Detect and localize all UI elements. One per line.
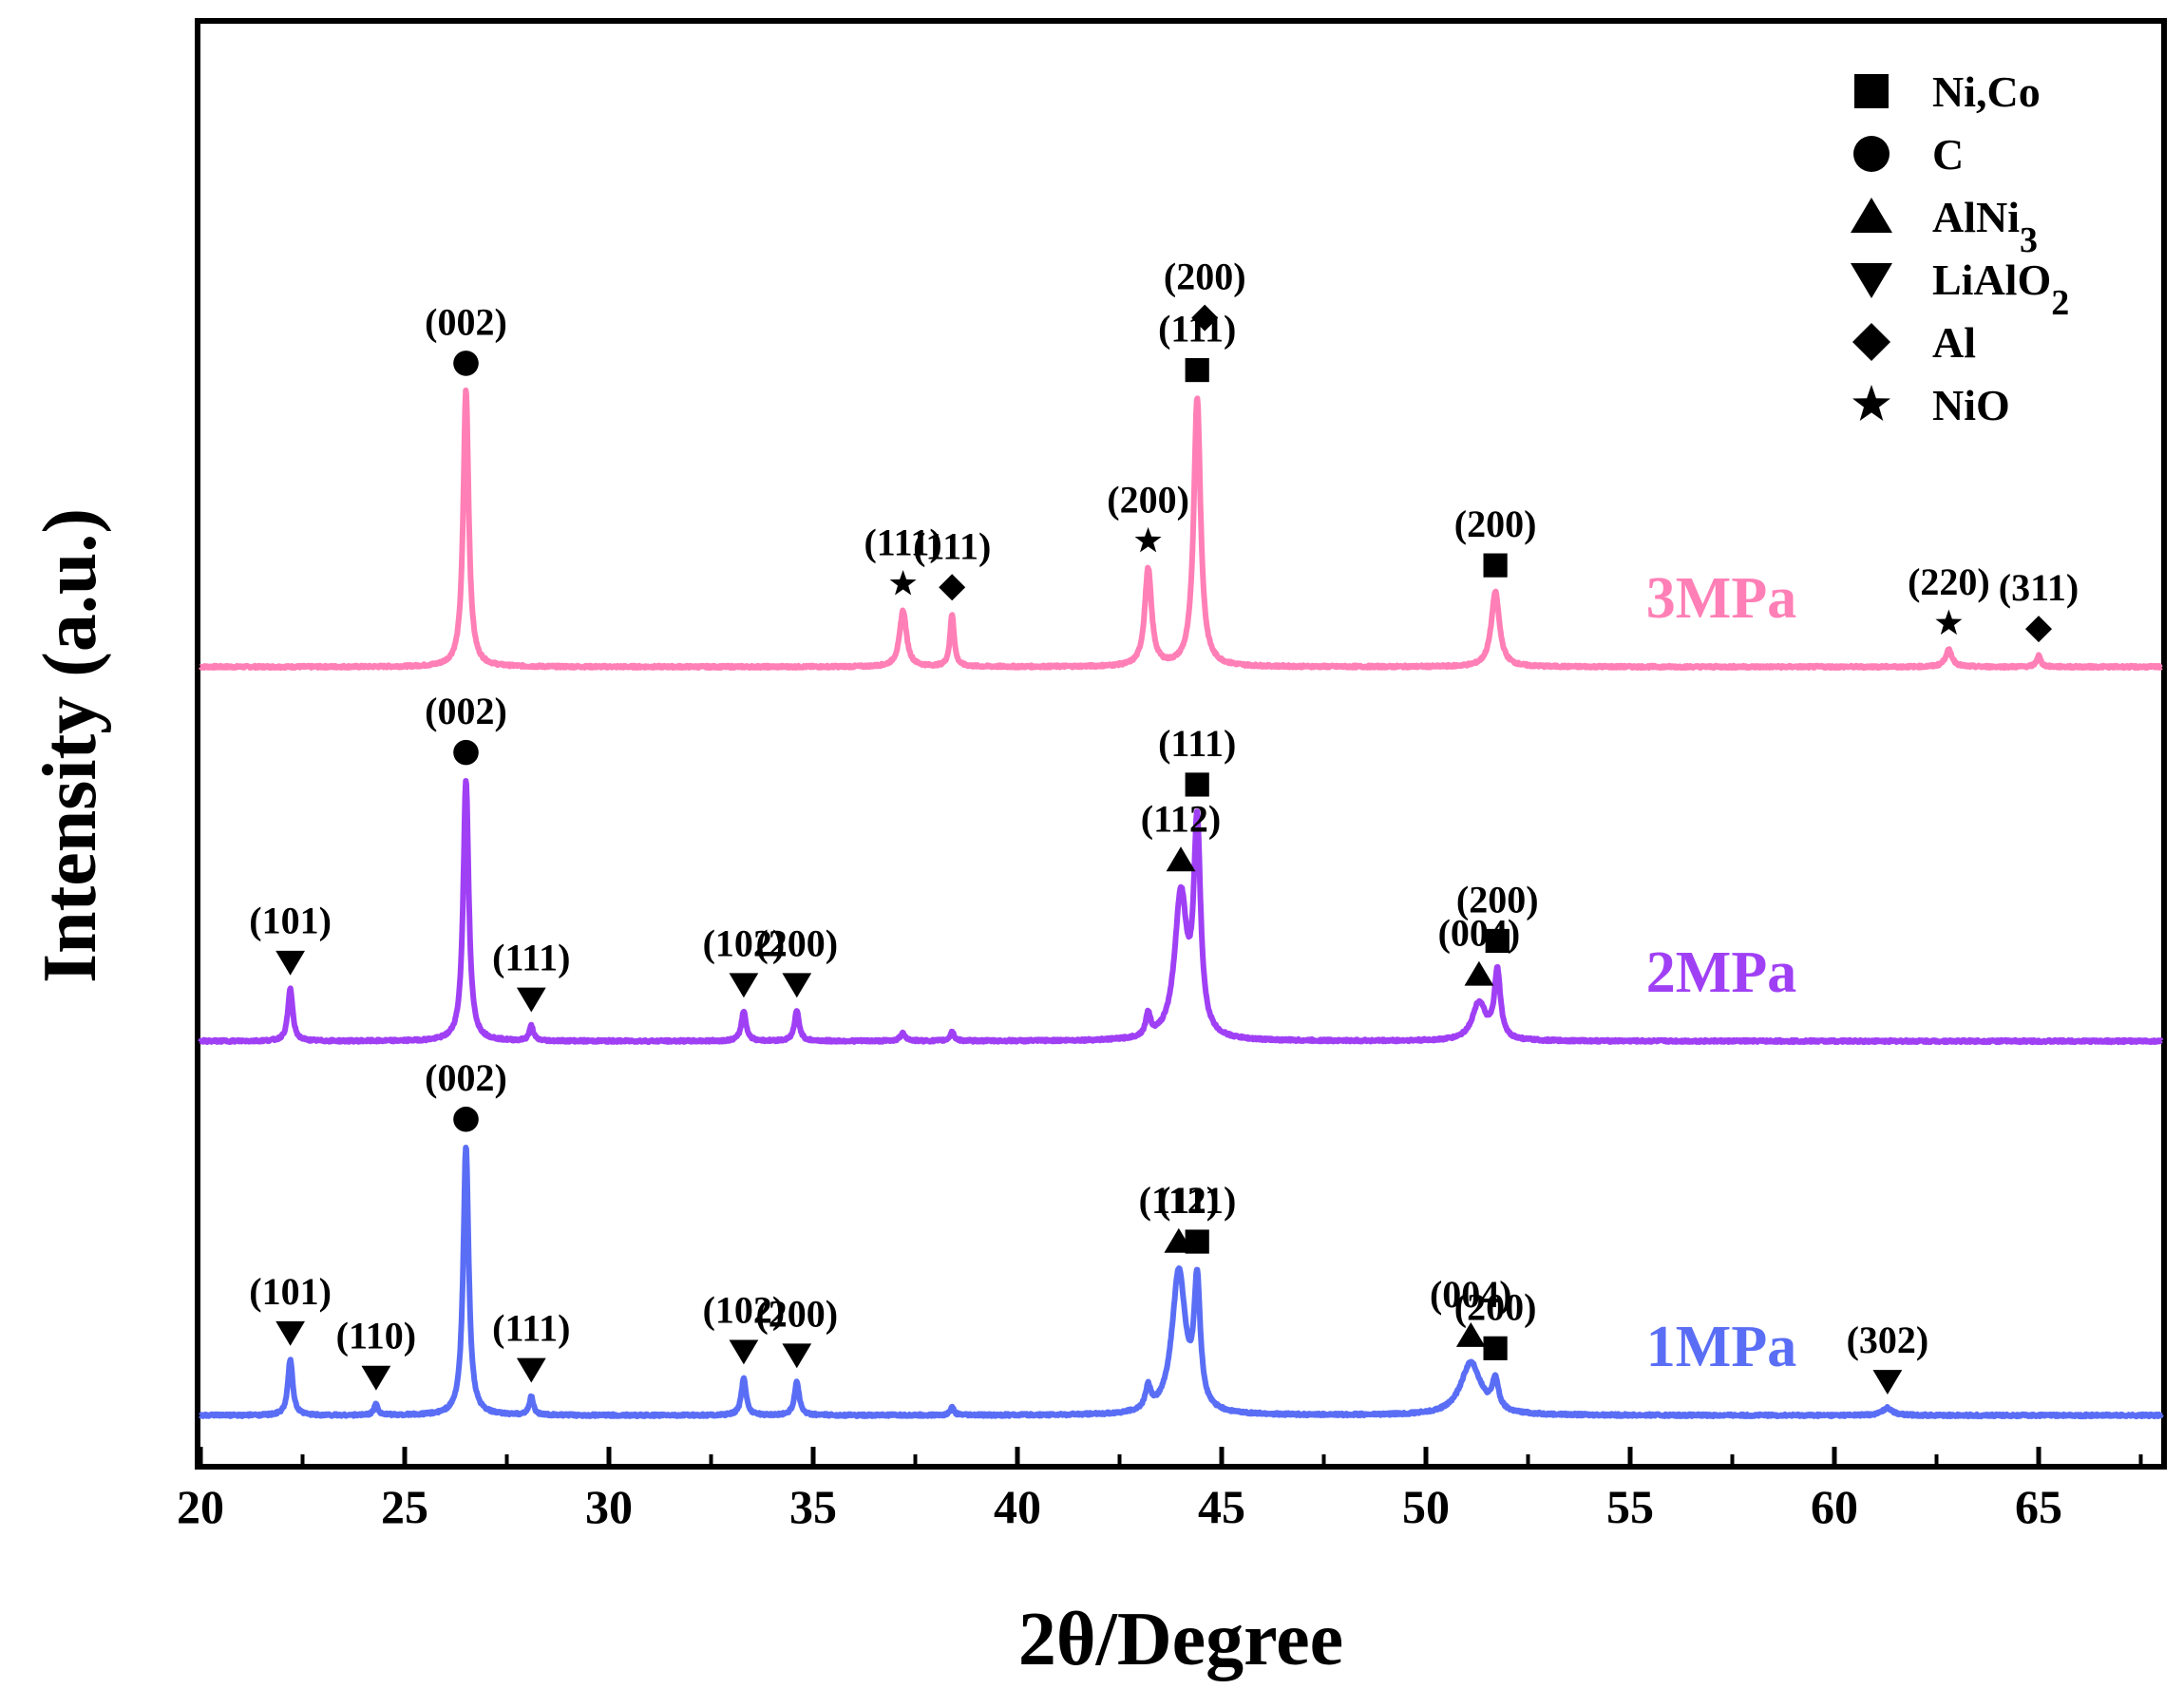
peak-label-3MPa-1: (111): [864, 522, 941, 564]
peak-marker-2MPa-0: [275, 950, 305, 976]
peak-marker-3MPa-5: [1191, 304, 1219, 332]
peak-marker-3MPa-7: [1935, 609, 1963, 636]
peak-label-2MPa-1: (002): [425, 690, 507, 732]
legend-marker-diamond: [1852, 323, 1890, 361]
peak-marker-3MPa-8: [2025, 616, 2052, 643]
x-tick-label-45: 45: [1198, 1480, 1245, 1533]
legend-marker-star: [1852, 385, 1890, 421]
peak-marker-2MPa-1: [453, 739, 479, 766]
peak-marker-1MPa-2: [453, 1106, 479, 1132]
y-axis-title: Intensity (a.u.): [28, 508, 112, 983]
x-tick-label-55: 55: [1606, 1480, 1654, 1533]
legend-label-2: AlNi3: [1932, 193, 2038, 260]
peak-marker-3MPa-6: [1483, 553, 1508, 578]
peak-marker-2MPa-2: [516, 987, 546, 1013]
x-axis-ticks: 20 25 30 35 40 45 50 55 60 65: [177, 1447, 2143, 1533]
trace-3MPa: [198, 387, 2164, 672]
peak-label-1MPa-5: (200): [755, 1292, 838, 1335]
legend-label-5: NiO: [1932, 381, 2010, 429]
peak-marker-2MPa-7: [1464, 960, 1494, 986]
x-tick-label-40: 40: [994, 1480, 1041, 1533]
peak-label-1MPa-8: (004): [1430, 1273, 1512, 1316]
peak-label-2MPa-5: (112): [1141, 797, 1221, 840]
legend-marker-circle: [1853, 136, 1890, 172]
peak-label-3MPa-3: (200): [1107, 479, 1189, 522]
peak-label-1MPa-6: (112): [1139, 1179, 1219, 1222]
trace-1MPa: [198, 1145, 2164, 1420]
peak-marker-3MPa-0: [453, 351, 479, 376]
peak-label-2MPa-0: (101): [249, 900, 332, 942]
peak-label-1MPa-2: (002): [425, 1056, 507, 1099]
peak-label-2MPa-6: (111): [1158, 722, 1236, 765]
peak-marker-3MPa-1: [889, 570, 917, 596]
peak-label-3MPa-5: (200): [1164, 256, 1246, 298]
peak-label-1MPa-3: (111): [492, 1307, 570, 1350]
peak-label-2MPa-8: (200): [1456, 878, 1539, 920]
series-label-2MPa: 2MPa: [1646, 940, 1796, 1005]
x-tick-label-25: 25: [381, 1480, 428, 1533]
peak-marker-1MPa-3: [516, 1357, 546, 1383]
peak-marker-3MPa-2: [939, 574, 966, 601]
x-tick-label-60: 60: [1811, 1480, 1858, 1533]
legend-marker-square: [1854, 74, 1889, 108]
peak-label-1MPa-9: (200): [1454, 1285, 1537, 1328]
peak-label-1MPa-7: (111): [1158, 1179, 1236, 1222]
series-label-1MPa: 1MPa: [1646, 1315, 1796, 1379]
peak-marker-3MPa-3: [1134, 526, 1162, 553]
peak-marker-2MPa-3: [729, 973, 759, 998]
peak-label-1MPa-1: (110): [336, 1315, 416, 1357]
peak-label-1MPa-0: (101): [249, 1270, 332, 1313]
peak-marker-1MPa-10: [1872, 1370, 1903, 1395]
legend-label-0: Ni,Co: [1932, 67, 2041, 116]
peak-marker-3MPa-4: [1185, 357, 1209, 383]
peak-marker-1MPa-0: [275, 1320, 305, 1346]
trace-2MPa: [198, 778, 2164, 1046]
x-tick-label-50: 50: [1402, 1480, 1450, 1533]
peak-label-3MPa-0: (002): [425, 300, 507, 343]
series-layer: 3MPa 2MPa 1MPa: [198, 387, 2164, 1420]
peak-marker-1MPa-4: [729, 1339, 759, 1365]
legend-marker-triangle-up: [1851, 198, 1892, 233]
x-tick-label-65: 65: [2015, 1480, 2062, 1533]
legend-label-4: Al: [1932, 318, 1976, 367]
peak-label-2MPa-3: (102): [703, 921, 786, 964]
series-2MPa: 2MPa: [198, 778, 2164, 1046]
peak-marker-1MPa-1: [361, 1365, 391, 1391]
legend-label-1: C: [1932, 130, 1964, 179]
x-tick-label-30: 30: [585, 1480, 633, 1533]
peak-marker-1MPa-8: [1455, 1321, 1486, 1347]
series-1MPa: 1MPa: [198, 1145, 2164, 1420]
peak-label-3MPa-6: (200): [1454, 503, 1537, 545]
peak-label-2MPa-2: (111): [492, 937, 570, 979]
peak-marker-2MPa-6: [1185, 772, 1209, 797]
peak-label-3MPa-7: (220): [1908, 560, 1990, 603]
legend-marker-triangle-down: [1851, 263, 1892, 298]
x-tick-label-20: 20: [177, 1480, 224, 1533]
peak-marker-1MPa-9: [1483, 1336, 1508, 1360]
peak-label-3MPa-8: (311): [1999, 566, 2079, 609]
peak-label-2MPa-4: (200): [755, 921, 838, 964]
peak-label-1MPa-10: (302): [1847, 1319, 1929, 1361]
x-axis-title: 2θ/Degree: [1018, 1598, 1343, 1681]
annotation-layer: (002)(111)(111)(200)(111)(200)(200)(220)…: [249, 256, 2079, 1395]
peak-marker-2MPa-5: [1166, 846, 1196, 872]
peak-marker-2MPa-4: [782, 973, 812, 998]
peak-label-1MPa-4: (102): [703, 1288, 786, 1331]
peak-marker-1MPa-5: [782, 1343, 812, 1369]
peak-label-3MPa-2: (111): [913, 524, 991, 567]
series-3MPa: 3MPa: [198, 387, 2164, 672]
series-label-3MPa: 3MPa: [1646, 566, 1796, 631]
legend-label-3: LiAlO2: [1932, 256, 2069, 323]
x-tick-label-35: 35: [789, 1480, 837, 1533]
plot-frame: [195, 18, 2167, 1470]
peak-marker-2MPa-8: [1485, 928, 1510, 954]
peak-marker-1MPa-7: [1185, 1229, 1209, 1254]
